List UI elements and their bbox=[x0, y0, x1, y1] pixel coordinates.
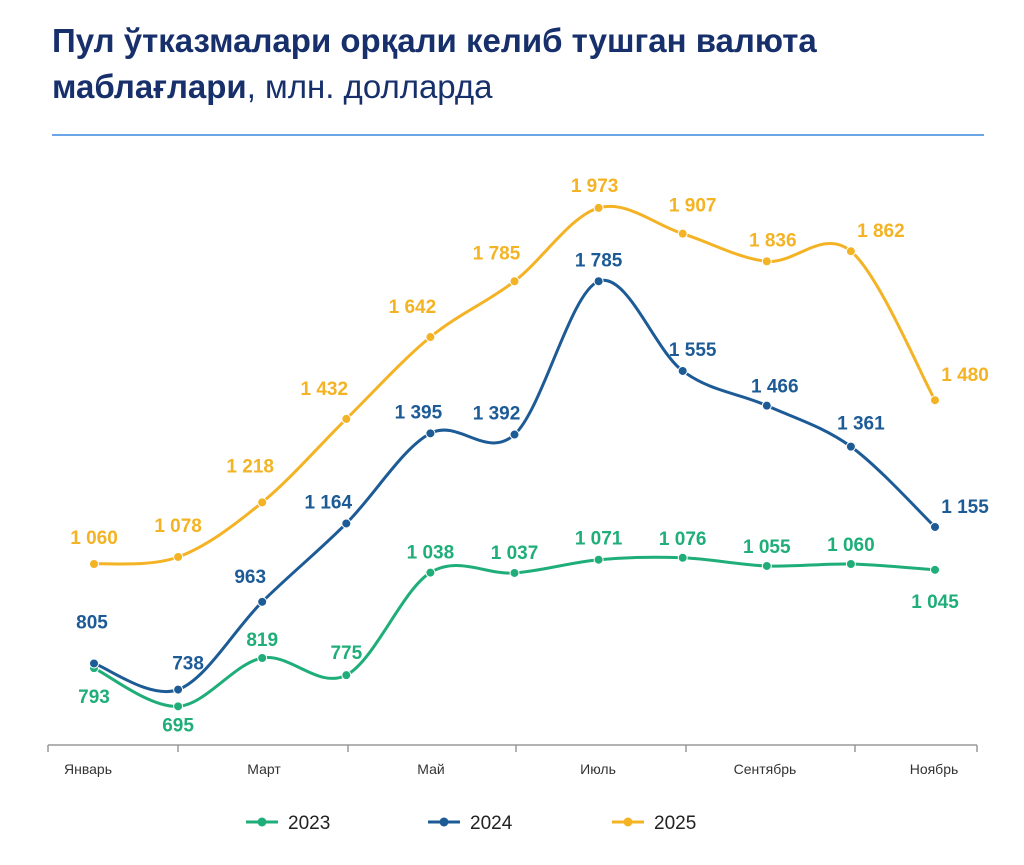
data-label: 1 055 bbox=[743, 537, 791, 558]
data-point bbox=[89, 559, 99, 569]
data-point bbox=[845, 559, 856, 569]
data-label: 1 164 bbox=[305, 492, 353, 513]
data-label: 775 bbox=[330, 643, 362, 664]
data-point bbox=[257, 596, 268, 607]
data-label: 1 071 bbox=[575, 529, 623, 550]
data-point bbox=[89, 658, 99, 669]
series-2024: 805 738 963 1 164 1 395 1 392 1 785 1 555 1 466 1… bbox=[76, 250, 989, 695]
data-label: 1 038 bbox=[407, 543, 455, 564]
series-line-2024 bbox=[93, 278, 937, 693]
data-label: 1 060 bbox=[70, 528, 118, 549]
x-tick-label: Ноябрь bbox=[910, 761, 959, 777]
data-label: 1 361 bbox=[837, 414, 885, 435]
data-label: 819 bbox=[246, 630, 278, 651]
data-label: 963 bbox=[234, 567, 266, 588]
data-point bbox=[341, 670, 352, 681]
data-point bbox=[257, 497, 268, 508]
data-point bbox=[593, 276, 604, 287]
data-point bbox=[257, 652, 268, 663]
x-tick-label: Сентябрь bbox=[734, 761, 797, 777]
data-label: 793 bbox=[78, 687, 110, 708]
series-line-2023 bbox=[93, 555, 936, 708]
data-point bbox=[509, 429, 520, 440]
legend-item-2023: 2023 bbox=[246, 813, 330, 834]
data-label: 805 bbox=[76, 612, 108, 633]
data-label: 1 076 bbox=[659, 529, 707, 550]
chart-title: Пул ўтказмалари орқали келиб тушган валю… bbox=[52, 18, 992, 110]
data-label: 1 785 bbox=[575, 250, 623, 271]
data-point bbox=[761, 256, 772, 267]
data-point bbox=[173, 684, 184, 695]
data-label: 695 bbox=[162, 715, 194, 736]
data-point bbox=[425, 332, 436, 343]
legend-item-2024: 2024 bbox=[428, 813, 513, 834]
data-label: 1 642 bbox=[389, 297, 437, 318]
data-point bbox=[509, 276, 520, 287]
legend-marker-icon bbox=[623, 817, 633, 827]
data-label: 1 432 bbox=[301, 379, 349, 400]
data-label: 1 045 bbox=[911, 592, 959, 613]
data-label: 1 973 bbox=[571, 176, 619, 197]
title-unit: , млн. долларда bbox=[246, 68, 493, 105]
data-point bbox=[593, 202, 604, 213]
data-point bbox=[341, 518, 352, 529]
x-tick-label: Январь bbox=[64, 761, 112, 777]
data-label: 1 555 bbox=[669, 340, 717, 361]
legend-marker-icon bbox=[257, 817, 267, 827]
x-tick-label: Май bbox=[417, 761, 444, 777]
data-point bbox=[761, 560, 772, 571]
legend-label: 2023 bbox=[288, 813, 330, 834]
data-label: 1 480 bbox=[941, 365, 989, 386]
legend-label: 2024 bbox=[470, 813, 513, 834]
data-point bbox=[930, 564, 940, 575]
data-point bbox=[845, 441, 856, 452]
data-label: 1 907 bbox=[669, 196, 717, 217]
title-main: Пул ўтказмалари орқали келиб тушган валю… bbox=[52, 22, 817, 105]
data-label: 1 862 bbox=[857, 221, 905, 242]
data-label: 1 060 bbox=[827, 535, 875, 556]
data-point bbox=[173, 551, 184, 562]
legend-item-2025: 2025 bbox=[612, 813, 696, 834]
data-label: 1 785 bbox=[473, 243, 521, 264]
data-label: 1 395 bbox=[395, 402, 443, 423]
data-point bbox=[845, 246, 856, 257]
series-2025: 1 060 1 078 1 218 1 432 1 642 1 785 1 973 1 907… bbox=[70, 176, 989, 569]
legend-marker-icon bbox=[439, 817, 449, 827]
data-point bbox=[761, 400, 772, 411]
data-point bbox=[509, 567, 520, 578]
data-point bbox=[173, 701, 184, 712]
series-2023: 793 695 819 775 1 038 1 037 1 071 1 076 1 055 1 0… bbox=[78, 529, 959, 737]
x-tick-label: Март bbox=[247, 761, 281, 777]
data-label: 1 078 bbox=[154, 516, 202, 537]
data-point bbox=[677, 365, 688, 376]
data-label: 1 466 bbox=[751, 377, 799, 398]
data-point bbox=[425, 567, 436, 578]
data-point bbox=[930, 395, 940, 406]
data-point bbox=[341, 413, 352, 424]
data-label: 1 218 bbox=[226, 456, 274, 477]
data-point bbox=[677, 552, 688, 563]
x-tick-label: Июль bbox=[580, 761, 616, 777]
data-point bbox=[677, 228, 688, 239]
data-point bbox=[593, 554, 604, 565]
data-label: 738 bbox=[172, 654, 204, 675]
data-label: 1 392 bbox=[473, 404, 521, 425]
data-point bbox=[425, 428, 436, 439]
data-point bbox=[930, 521, 940, 532]
legend-label: 2025 bbox=[654, 813, 696, 834]
data-label: 1 155 bbox=[941, 497, 989, 518]
data-label: 1 037 bbox=[491, 543, 539, 564]
data-label: 1 836 bbox=[749, 230, 797, 251]
title-divider bbox=[52, 134, 984, 136]
